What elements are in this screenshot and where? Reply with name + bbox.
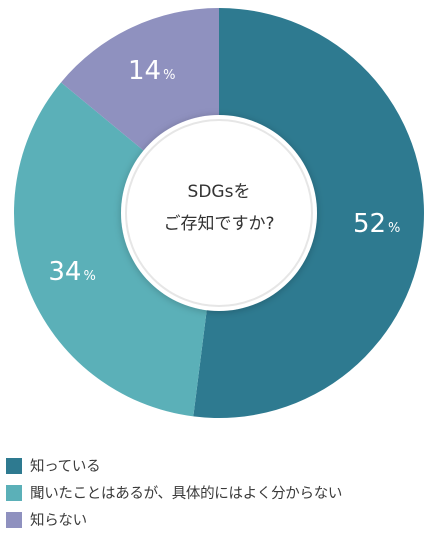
value-labels: 52 % 34 % 14% <box>48 56 400 287</box>
legend-swatch-heard <box>6 484 22 501</box>
legend-label-know: 知っている <box>30 459 101 475</box>
value-label-heard: 34% <box>48 257 95 287</box>
legend-item-know: 知っている <box>6 452 342 479</box>
donut-chart: 52 % 34 % 14% SDGsを ご存知ですか? <box>13 8 424 418</box>
center-label-line-1: SDGsを <box>188 182 251 202</box>
center-label-line-2: ご存知ですか? <box>163 214 274 234</box>
legend-label-heard: 聞いたことはあるが、具体的にはよく分からない <box>30 486 343 502</box>
center-ring <box>125 119 313 307</box>
legend-label-dont-know: 知らない <box>30 513 87 529</box>
value-label-dont-know: 14% <box>128 56 175 86</box>
value-label-know: 52% <box>353 209 400 239</box>
slice-heard <box>13 82 219 417</box>
center-circle <box>121 115 317 311</box>
legend: 知っている 聞いたことはあるが、具体的にはよく分からない 知らない <box>6 452 342 533</box>
legend-swatch-know <box>6 457 22 474</box>
legend-swatch-dont-know <box>6 511 22 528</box>
legend-item-dont-know: 知らない <box>6 506 342 533</box>
legend-item-heard: 聞いたことはあるが、具体的にはよく分からない <box>6 479 342 506</box>
